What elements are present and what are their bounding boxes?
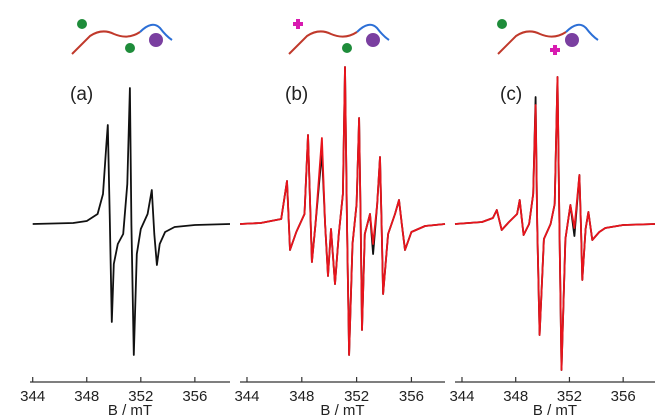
x-tick-label: 356 — [399, 388, 424, 405]
spectrum-line — [454, 76, 656, 371]
x-tick-label: 356 — [611, 388, 636, 405]
x-tick-label: 348 — [74, 388, 99, 405]
spectrum-line — [454, 76, 656, 371]
spectrum-line — [32, 87, 231, 356]
panel-label: (c) — [500, 84, 522, 105]
panel-label: (a) — [70, 84, 93, 105]
chain — [497, 30, 567, 55]
panel-label: (b) — [285, 84, 308, 105]
x-tick-label: 344 — [234, 388, 259, 405]
spectrum-line — [240, 66, 446, 356]
x-tick-label: 348 — [503, 388, 528, 405]
helix — [565, 23, 599, 41]
x-tick-label: 344 — [20, 388, 45, 405]
x-tick-label: 352 — [344, 388, 369, 405]
chain — [288, 30, 358, 55]
x-axis-label: B / mT — [320, 402, 364, 417]
x-tick-label: 356 — [182, 388, 207, 405]
cartoon-b — [288, 19, 390, 55]
x-tick-label: 348 — [289, 388, 314, 405]
spectrum-line — [240, 66, 446, 356]
helix — [139, 23, 173, 41]
cluster — [565, 33, 579, 47]
x-axis-label: B / mT — [108, 402, 152, 417]
chain — [71, 30, 141, 55]
cluster — [366, 33, 380, 47]
cluster — [149, 33, 163, 47]
x-axis-label: B / mT — [533, 402, 577, 417]
x-tick-label: 352 — [557, 388, 582, 405]
x-tick-label: 344 — [449, 388, 474, 405]
helix — [356, 23, 390, 41]
cartoon-a — [68, 10, 176, 68]
plus-label — [550, 45, 560, 55]
cartoon-c — [497, 19, 599, 55]
spin-label — [77, 19, 87, 29]
spin-label — [497, 19, 507, 29]
spin-label — [342, 43, 352, 53]
spin-label — [125, 43, 135, 53]
x-tick-label: 352 — [128, 388, 153, 405]
plus-label — [293, 19, 303, 29]
